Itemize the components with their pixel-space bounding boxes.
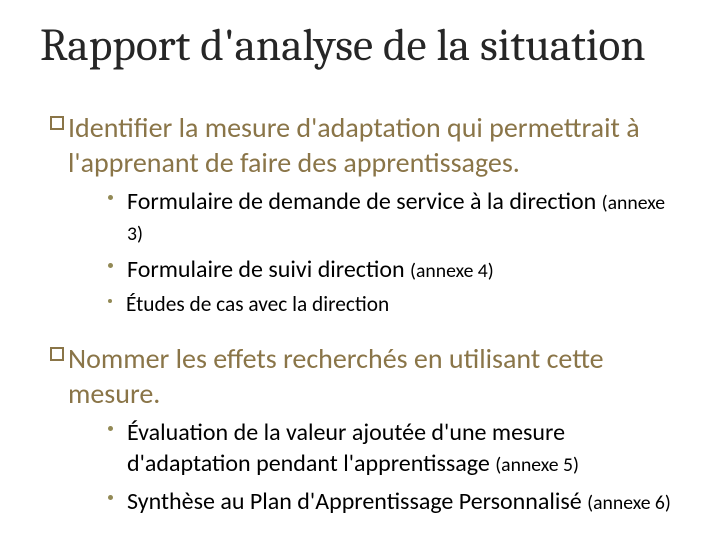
list-item-main: Formulaire de suivi direction bbox=[127, 255, 410, 284]
list-item: Synthèse au Plan d'Apprentissage Personn… bbox=[108, 486, 680, 517]
section-heading-row: Nommer les effets recherchés en utilisan… bbox=[50, 341, 680, 411]
dot-bullet-icon bbox=[108, 263, 113, 268]
section-heading: Nommer les effets recherchés en utilisan… bbox=[68, 341, 680, 411]
list-item-text: Études de cas avec la direction bbox=[126, 291, 389, 319]
annex-label: (annexe 5) bbox=[495, 453, 579, 477]
square-bullet-icon bbox=[50, 116, 64, 130]
list-item-main: Études de cas avec la direction bbox=[126, 291, 389, 317]
dot-bullet-icon bbox=[108, 495, 113, 500]
dot-bullet-icon bbox=[108, 195, 113, 200]
list-item-main: Formulaire de demande de service à la di… bbox=[127, 187, 602, 216]
list-item: Formulaire de suivi direction (annexe 4) bbox=[108, 254, 680, 285]
sub-list: Évaluation de la valeur ajoutée d'une me… bbox=[108, 417, 680, 517]
list-item-text: Synthèse au Plan d'Apprentissage Personn… bbox=[127, 486, 671, 517]
list-item: Études de cas avec la direction bbox=[108, 291, 680, 319]
dot-bullet-icon bbox=[108, 426, 113, 431]
section-heading: Identifier la mesure d'adaptation qui pe… bbox=[68, 110, 680, 180]
annex-label: (annexe 4) bbox=[410, 259, 494, 283]
annex-label: (annexe 6) bbox=[587, 491, 671, 515]
list-item-text: Évaluation de la valeur ajoutée d'une me… bbox=[127, 417, 680, 479]
section-1: Nommer les effets recherchés en utilisan… bbox=[50, 341, 680, 517]
section-0: Identifier la mesure d'adaptation qui pe… bbox=[50, 110, 680, 319]
slide-title: Rapport d'analyse de la situation bbox=[40, 22, 680, 72]
square-bullet-icon bbox=[50, 347, 64, 361]
list-item-text: Formulaire de demande de service à la di… bbox=[127, 186, 680, 248]
slide: Rapport d'analyse de la situation Identi… bbox=[0, 0, 720, 540]
dot-bullet-icon bbox=[108, 299, 112, 303]
section-heading-row: Identifier la mesure d'adaptation qui pe… bbox=[50, 110, 680, 180]
list-item: Évaluation de la valeur ajoutée d'une me… bbox=[108, 417, 680, 479]
list-item: Formulaire de demande de service à la di… bbox=[108, 186, 680, 248]
list-item-text: Formulaire de suivi direction (annexe 4) bbox=[127, 254, 494, 285]
sub-list: Formulaire de demande de service à la di… bbox=[108, 186, 680, 319]
sections-container: Identifier la mesure d'adaptation qui pe… bbox=[40, 110, 680, 517]
list-item-main: Synthèse au Plan d'Apprentissage Personn… bbox=[127, 487, 587, 516]
